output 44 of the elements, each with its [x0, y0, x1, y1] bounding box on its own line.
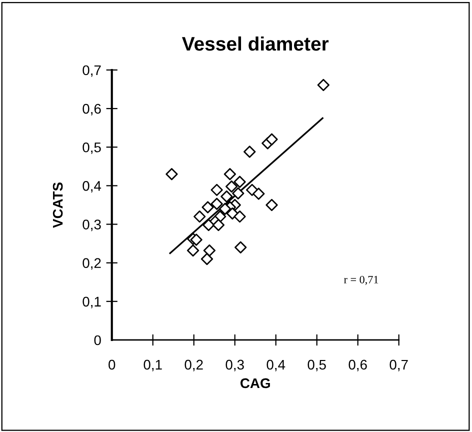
point: [202, 201, 214, 214]
point: [266, 198, 278, 212]
point: [203, 244, 216, 257]
y-tick-label: 0,5: [82, 142, 101, 154]
point: [190, 234, 202, 246]
x-tick-label: 0,7: [390, 360, 408, 372]
y-tick-label: 0,6: [82, 104, 101, 116]
point: [166, 168, 178, 180]
y-tick-label: 0: [94, 335, 101, 346]
y-tick-label: 0,2: [82, 258, 101, 270]
y-tick-label: 0,7: [82, 65, 101, 77]
x-tick-label: 0,1: [144, 360, 162, 372]
point: [232, 187, 244, 200]
point: [202, 218, 215, 232]
point: [244, 146, 256, 158]
point: [317, 78, 330, 92]
y-axis-title: VCATS: [52, 182, 63, 228]
x-tick-label: 0,6: [348, 360, 367, 372]
x-tick-label: 0,5: [308, 360, 326, 372]
point: [210, 184, 223, 196]
point: [234, 176, 246, 188]
x-tick-label: 0: [108, 360, 116, 370]
y-tick-label: 0,3: [82, 220, 101, 232]
chart-title: Vessel diameter: [182, 36, 329, 51]
point: [252, 188, 265, 200]
point: [234, 210, 246, 223]
annotation: r = 0,71: [344, 276, 378, 285]
point: [220, 190, 233, 203]
point: [194, 210, 206, 223]
point: [186, 244, 200, 257]
y-tick-label: 0,1: [82, 296, 101, 308]
y-tick-label: 0,4: [82, 181, 102, 193]
x-tick-label: 0,4: [266, 360, 286, 372]
point: [224, 168, 236, 180]
point: [200, 252, 214, 266]
x-tick-label: 0,3: [226, 360, 244, 372]
x-axis-title: CAG: [240, 378, 270, 388]
x-tick-label: 0,2: [184, 360, 203, 372]
point: [218, 202, 232, 215]
point: [226, 180, 238, 193]
point: [266, 133, 278, 146]
point: [234, 241, 247, 254]
point: [212, 218, 225, 232]
point: [210, 198, 223, 210]
